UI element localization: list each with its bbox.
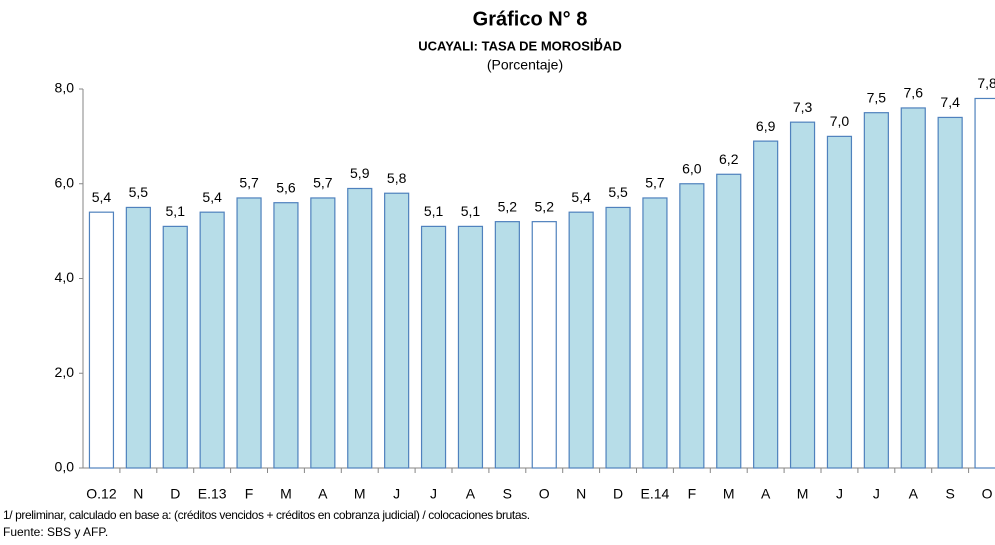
value-label: 7,4 [940, 94, 960, 110]
x-tick-label: A [466, 486, 476, 502]
value-label: 5,9 [350, 165, 370, 181]
x-tick-label: N [576, 486, 586, 502]
value-label: 6,2 [719, 151, 739, 167]
value-label: 6,9 [756, 118, 776, 134]
bar [642, 197, 668, 469]
bar [494, 221, 520, 469]
x-tick-label: F [245, 486, 254, 502]
y-tick-label: 2,0 [55, 364, 75, 380]
bar [974, 97, 995, 469]
value-label: 5,1 [424, 203, 444, 219]
footnote: 1/ preliminar, calculado en base a: (cré… [3, 508, 530, 522]
y-tick-label: 8,0 [55, 80, 75, 96]
x-tick-label: M [280, 486, 292, 502]
x-tick-label: J [873, 486, 880, 502]
value-label: 5,5 [129, 184, 149, 200]
x-tick-label: J [393, 486, 400, 502]
bar [568, 211, 594, 469]
y-tick-label: 6,0 [55, 174, 75, 190]
bar [753, 140, 779, 469]
x-tick-label: J [430, 486, 437, 502]
bar [384, 192, 410, 469]
value-label: 5,6 [276, 179, 296, 195]
x-tick-label: O [539, 486, 550, 502]
value-label: 7,3 [793, 99, 813, 115]
value-label: 5,8 [387, 170, 407, 186]
unit-label: (Porcentaje) [487, 57, 563, 73]
value-label: 7,8 [977, 75, 995, 91]
x-tick-label: N [133, 486, 143, 502]
x-tick-label: S [945, 486, 954, 502]
bar [679, 183, 705, 469]
x-tick-label: A [761, 486, 771, 502]
bar [236, 197, 262, 469]
bar [826, 135, 853, 469]
bar [347, 187, 373, 469]
x-tick-label: F [688, 486, 697, 502]
value-label: 7,5 [867, 89, 887, 105]
x-tick-label: E.13 [198, 486, 227, 502]
x-tick-label: D [170, 486, 180, 502]
subtitle-note: 1/ [594, 37, 601, 46]
value-label: 5,7 [313, 175, 333, 191]
bar [125, 206, 151, 469]
bar [900, 107, 926, 469]
chart-title: Gráfico N° 8 [473, 8, 588, 30]
value-label: 5,4 [571, 189, 591, 205]
bar [162, 225, 188, 469]
y-tick-label: 4,0 [55, 269, 75, 285]
x-tick-label: M [723, 486, 735, 502]
x-tick-label: M [797, 486, 809, 502]
x-tick-label: S [503, 486, 512, 502]
value-label: 6,0 [682, 160, 702, 176]
bar [273, 202, 299, 469]
x-tick-label: D [613, 486, 623, 502]
bar [420, 225, 447, 469]
bar [937, 116, 963, 469]
value-label: 5,1 [166, 203, 186, 219]
bar [863, 112, 889, 469]
x-tick-label: A [318, 486, 328, 502]
x-tick-label: A [909, 486, 919, 502]
y-tick-label: 0,0 [55, 459, 75, 475]
x-tick-label: M [354, 486, 366, 502]
x-tick-label: O [982, 486, 993, 502]
bar [531, 221, 557, 469]
bar [716, 173, 742, 469]
value-label: 5,4 [92, 189, 112, 205]
value-label: 5,2 [535, 198, 555, 214]
value-label: 5,7 [239, 175, 259, 191]
value-label: 5,2 [498, 198, 518, 214]
value-label: 7,6 [904, 85, 924, 101]
bar [789, 121, 816, 469]
value-label: 5,5 [608, 184, 628, 200]
source: Fuente: SBS y AFP. [3, 525, 108, 539]
value-label: 5,4 [202, 189, 222, 205]
chart-subtitle: UCAYALI: TASA DE MOROSIDAD [418, 38, 621, 53]
x-tick-label: E.14 [641, 486, 670, 502]
x-tick-label: J [836, 486, 843, 502]
bar [199, 211, 225, 469]
x-tick-label: O.12 [86, 486, 117, 502]
bar [310, 197, 336, 469]
bar [88, 211, 115, 469]
value-label: 7,0 [830, 113, 850, 129]
bar [605, 206, 631, 469]
value-label: 5,7 [645, 175, 665, 191]
value-label: 5,1 [461, 203, 481, 219]
bar [457, 225, 484, 469]
